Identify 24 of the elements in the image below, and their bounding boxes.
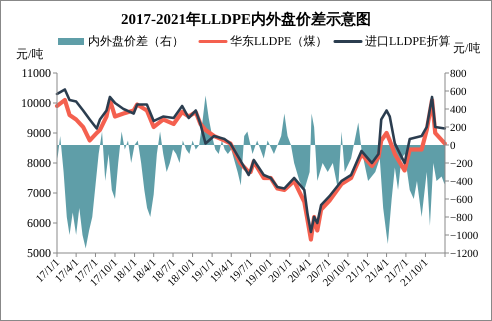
legend-label: 内外盘价差（右） (88, 34, 184, 48)
y-tick-label: 9000 (27, 126, 51, 140)
y-tick-label: 8000 (27, 156, 51, 170)
y2-tick-label: 400 (450, 104, 467, 116)
y-tick-label: 7000 (27, 186, 51, 200)
y2-tick-label: −600 (450, 194, 474, 206)
y-tick-label: 10000 (21, 96, 51, 110)
y2-tick-label: −400 (450, 176, 474, 188)
y2-tick-label: 200 (450, 122, 467, 134)
y2-tick-label: 600 (450, 86, 467, 98)
y2-tick-label: −800 (450, 212, 474, 224)
y-tick-label: 11000 (21, 66, 51, 80)
y2-tick-label: −1000 (450, 230, 479, 242)
y-tick-label: 6000 (27, 216, 51, 230)
y2-tick-label: 0 (450, 140, 456, 152)
y-axis-title: 元/吨 (16, 47, 44, 61)
legend-label: 华东LLDPE（煤） (230, 34, 328, 48)
chart-title: 2017-2021年LLDPE内外盘价差示意图 (120, 11, 372, 28)
legend-label: 进口LLDPE折算 (365, 34, 450, 48)
y2-axis-title: 元/吨 (453, 41, 480, 55)
y2-tick-label: −1200 (450, 248, 479, 260)
y2-tick-label: 800 (450, 68, 467, 80)
y-tick-label: 5000 (27, 246, 51, 260)
y2-tick-label: −200 (450, 158, 474, 170)
